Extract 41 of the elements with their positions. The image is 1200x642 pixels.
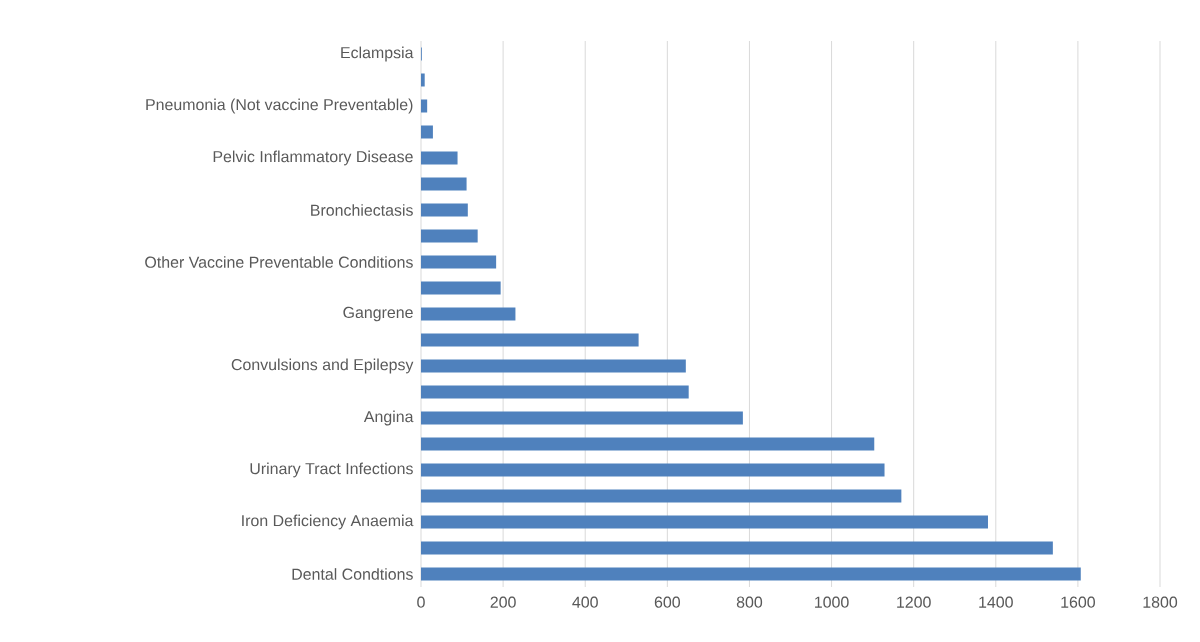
y-tick-label: Pelvic Inflammatory Disease [213,150,413,166]
bar [421,437,875,451]
bar [421,333,639,347]
y-tick-label: Other Vaccine Preventable Conditions [145,256,413,268]
y-tick-label: Eclampsia [341,46,414,62]
y-tick-label: Urinary Tract Infections [250,462,413,478]
y-tick-label: Angina [363,410,414,426]
x-tick-label: 1200 [897,596,931,608]
x-tick-label: 800 [736,596,763,608]
bar [421,125,433,139]
bar [421,515,988,529]
bar [421,281,501,295]
x-tick-label: 600 [654,596,680,608]
bar [421,151,458,165]
x-tick-label: 400 [572,596,598,608]
x-tick-label: 1800 [1143,596,1178,608]
bar [421,463,885,477]
y-tick-label: Dental Condtions [292,568,413,580]
bar [421,489,902,503]
bar [421,73,425,87]
bar [421,99,428,113]
bar [421,359,686,373]
x-tick-label: 0 [417,596,425,608]
bar [421,567,1081,581]
bar [421,307,516,321]
y-tick-label: Bronchiectasis [311,204,413,216]
bar [421,203,468,217]
x-tick-label: 1000 [815,596,849,608]
y-tick-label: Pneumonia (Not vaccine Preventable) [146,98,413,114]
y-tick-label: Iron Deficiency Anaemia [242,514,414,530]
y-tick-label: Gangrene [343,306,413,322]
x-tick-label: 200 [490,596,516,608]
bar [421,541,1053,555]
bar [421,385,689,399]
x-tick-label: 1400 [979,596,1013,608]
x-tick-label: 1600 [1061,596,1095,608]
bar [421,411,743,425]
y-tick-label: Convulsions and Epilepsy [231,358,414,374]
bar [421,177,467,191]
bar [421,229,478,243]
bar [421,255,497,269]
